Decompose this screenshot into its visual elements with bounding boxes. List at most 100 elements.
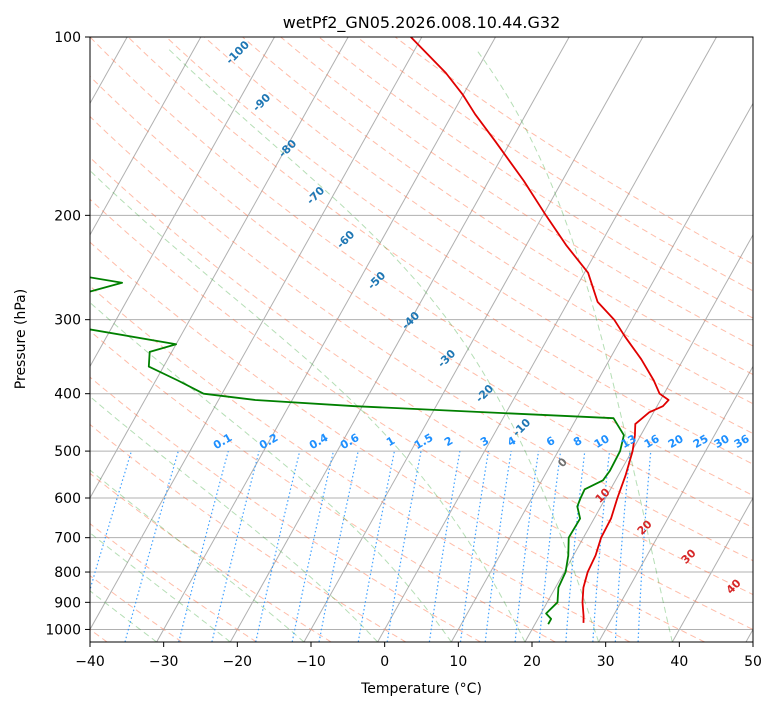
dry-adiabat [90, 241, 705, 642]
mixing-ratio-label: 16 [642, 432, 662, 451]
mixing-ratio-label: 36 [732, 432, 752, 451]
mixing-ratio-line [318, 450, 359, 642]
dry-adiabat [90, 115, 753, 562]
mixing-ratio-line [178, 450, 229, 642]
dry-adiabat [127, 37, 753, 465]
dry-adiabat [90, 75, 753, 529]
dry-adiabat-label: 10 [593, 485, 613, 505]
y-tick-label: 800 [54, 565, 81, 581]
mixing-ratio-line [592, 451, 611, 642]
isotherm [156, 37, 496, 642]
dry-adiabat-label: -100 [223, 38, 252, 67]
dry-adiabat-label: -50 [365, 269, 388, 292]
y-tick-label: 900 [54, 595, 81, 611]
mixing-ratio-label: 1.5 [412, 431, 435, 452]
y-axis-label: Pressure (hPa) [13, 289, 29, 389]
dry-adiabat-label: 20 [635, 517, 655, 537]
isotherm [598, 365, 753, 642]
isotherm [90, 37, 275, 368]
isotherm [229, 37, 570, 642]
mixing-ratio-label: 1 [384, 434, 397, 449]
isotherm [90, 37, 423, 631]
y-axis-ticks: 100 200 300 400 500 600 700 800 900 1000 [45, 30, 90, 638]
isotherm [671, 496, 753, 642]
x-axis-ticks: −40 −30 −20 −10 0 10 20 30 40 50 [75, 642, 762, 670]
y-tick-label: 700 [54, 531, 81, 547]
dry-adiabat [90, 156, 753, 596]
mixing-ratio-line [255, 450, 301, 642]
mixing-ratio-line [637, 451, 652, 642]
mixing-ratio-label: 0.6 [338, 431, 362, 452]
mixing-ratio-line [459, 451, 489, 642]
moist-adiabat [90, 169, 526, 642]
x-tick-label: 30 [597, 654, 615, 670]
moist-adiabat [168, 49, 600, 642]
mixing-ratio-label: 20 [666, 432, 686, 451]
y-tick-label: 100 [54, 30, 81, 46]
mixing-ratio-label: 0.4 [307, 431, 331, 452]
dry-adiabat-label: -90 [250, 91, 273, 114]
moist-adiabat [90, 395, 378, 642]
mixing-ratio-line [386, 450, 422, 642]
x-tick-label: −30 [149, 654, 179, 670]
dry-adiabat [90, 423, 407, 642]
dry-adiabat-label: -80 [276, 137, 299, 160]
dry-adiabat [90, 575, 183, 642]
isotherm [90, 37, 349, 499]
mixing-ratio-line [565, 451, 586, 642]
mixing-ratio-line [538, 451, 562, 642]
x-tick-label: −10 [296, 654, 326, 670]
dry-adiabat-label: 0 [555, 455, 570, 470]
mixing-ratio-line [90, 450, 132, 592]
dry-adiabat-label: 40 [724, 576, 744, 596]
dry-adiabat-label: -30 [435, 347, 458, 370]
x-tick-label: −20 [223, 654, 253, 670]
y-tick-label: 200 [54, 208, 81, 224]
mixing-ratio-line [428, 450, 461, 642]
sounding-series [90, 37, 670, 625]
dewpoint-line [90, 276, 625, 625]
isotherm [303, 37, 644, 642]
moist-adiabat [90, 469, 305, 642]
dry-adiabat [394, 37, 753, 265]
mixing-ratio-label: 0.1 [211, 431, 234, 452]
isotherm [90, 37, 202, 236]
y-tick-label: 600 [54, 491, 81, 507]
temperature-line [410, 37, 670, 623]
background-lines [90, 37, 753, 642]
chart-title: wetPf2_GN05.2026.008.10.44.G32 [283, 13, 561, 33]
dry-adiabat [356, 37, 753, 292]
mixing-ratio-label: 6 [544, 434, 557, 449]
mixing-ratio-line [614, 451, 631, 642]
dry-adiabat [90, 330, 556, 642]
dry-adiabat [242, 37, 753, 376]
y-tick-label: 500 [54, 444, 81, 460]
mixing-ratio-line [291, 450, 334, 642]
y-tick-label: 400 [54, 387, 81, 403]
dry-adiabat [90, 198, 753, 630]
dry-adiabat [280, 37, 753, 347]
mixing-ratio-label: 0.2 [257, 431, 280, 452]
isotherm [745, 628, 753, 642]
dry-adiabat [90, 37, 753, 497]
x-tick-label: 0 [380, 654, 389, 670]
dry-adiabat [90, 472, 332, 642]
mixing-ratio-label: 2 [442, 434, 455, 449]
y-tick-label: 300 [54, 313, 81, 329]
moist-adiabat [90, 301, 452, 642]
dry-adiabat-label: -40 [399, 309, 422, 332]
mixing-ratio-line [514, 451, 540, 642]
mixing-ratio-label: 8 [571, 434, 584, 449]
x-tick-label: 20 [523, 654, 541, 670]
x-tick-label: 40 [670, 654, 688, 670]
isotherm [377, 37, 717, 642]
mixing-ratio-line [211, 450, 260, 642]
dry-adiabat [90, 376, 481, 642]
x-axis-label: Temperature (°C) [360, 681, 482, 697]
dry-adiabat [90, 285, 631, 642]
y-tick-label: 1000 [45, 622, 81, 638]
isotherm [450, 102, 753, 642]
dry-adiabat-label: 30 [679, 546, 699, 566]
dry-adiabat-label: -10 [510, 416, 533, 439]
